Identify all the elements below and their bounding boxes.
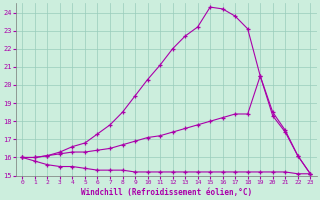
- X-axis label: Windchill (Refroidissement éolien,°C): Windchill (Refroidissement éolien,°C): [81, 188, 252, 197]
